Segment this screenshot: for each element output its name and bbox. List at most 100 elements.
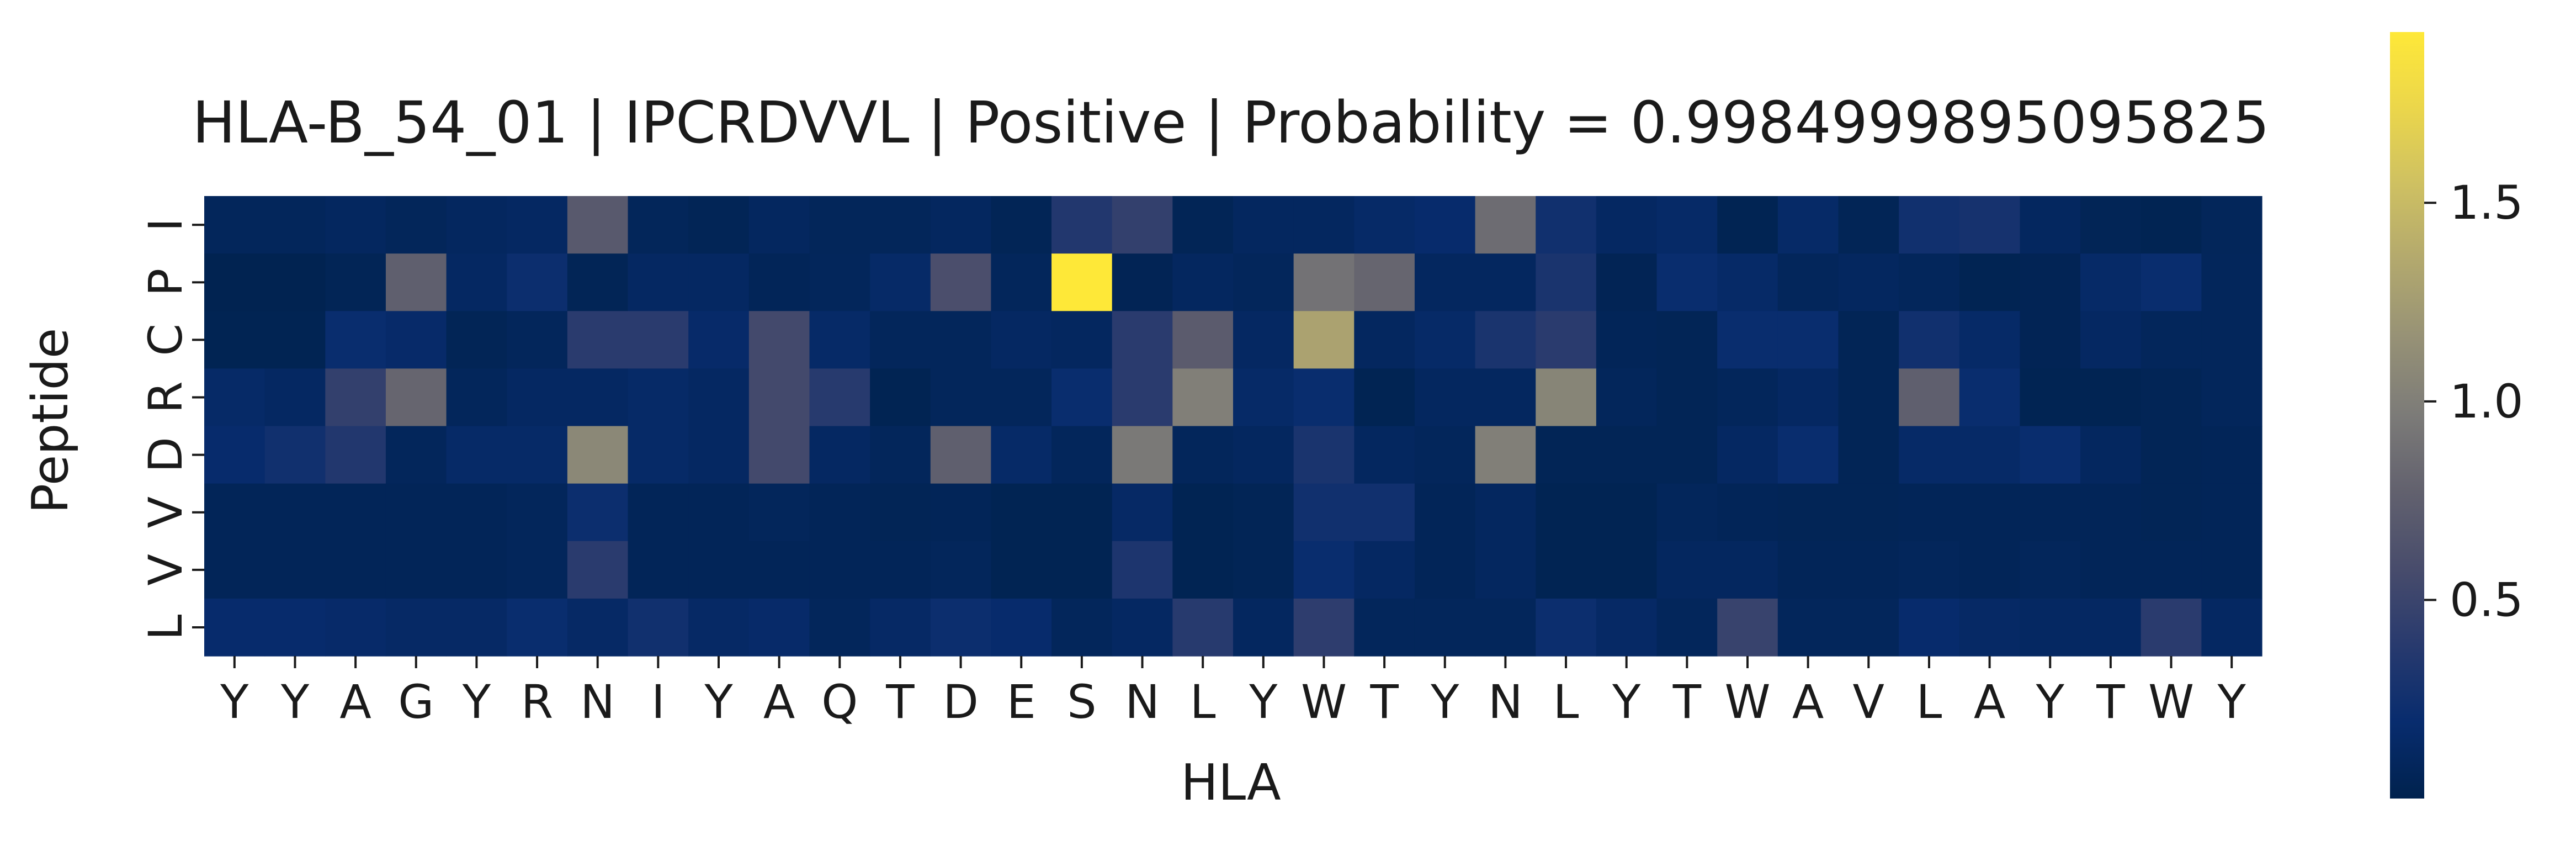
heatmap-cell	[1596, 196, 1658, 254]
heatmap-cell	[930, 598, 992, 657]
x-tick-label: Y	[280, 675, 310, 729]
y-axis-ticks: IPCRDVVL	[139, 218, 204, 640]
heatmap-cell	[991, 598, 1052, 657]
x-tick-label: Q	[821, 675, 858, 729]
heatmap-cell	[1354, 253, 1415, 311]
heatmap-cell	[385, 311, 447, 369]
heatmap-cell	[870, 483, 931, 542]
heatmap-cell	[628, 426, 689, 484]
heatmap-cell	[1233, 598, 1294, 657]
heatmap-cell	[1172, 196, 1234, 254]
heatmap-cell	[1959, 598, 2021, 657]
heatmap-cell	[325, 253, 386, 311]
x-tick-label: W	[2148, 675, 2194, 729]
heatmap-cell	[809, 368, 870, 427]
heatmap-cell	[1475, 368, 1536, 427]
heatmap-cell	[688, 196, 750, 254]
heatmap-cell	[264, 598, 326, 657]
y-tick-label: R	[139, 381, 193, 413]
heatmap-cell	[688, 483, 750, 542]
x-tick-label: Y	[2036, 675, 2065, 729]
heatmap-cell	[1899, 368, 1960, 427]
heatmap-cell	[748, 253, 810, 311]
heatmap-cell	[1536, 311, 1597, 369]
heatmap-cell	[1112, 368, 1173, 427]
heatmap-cell	[446, 253, 507, 311]
heatmap-cell	[1536, 598, 1597, 657]
heatmap-cell	[1838, 483, 1899, 542]
heatmap-cell	[1596, 368, 1658, 427]
heatmap-cell	[1233, 541, 1294, 599]
heatmap-cell	[2141, 368, 2202, 427]
heatmap-cell	[2141, 196, 2202, 254]
heatmap-cell	[1899, 196, 1960, 254]
heatmap-cell	[991, 541, 1052, 599]
heatmap-cell	[870, 598, 931, 657]
heatmap-cell	[1777, 253, 1839, 311]
heatmap-cell	[1838, 541, 1899, 599]
x-tick-label: Y	[1612, 675, 1641, 729]
heatmap-cell	[688, 311, 750, 369]
heatmap-cell	[567, 483, 629, 542]
heatmap-cell	[1536, 368, 1597, 427]
heatmap-cell	[1656, 541, 1718, 599]
heatmap-cell	[1293, 541, 1355, 599]
heatmap-cell	[628, 541, 689, 599]
heatmap-cell	[870, 426, 931, 484]
heatmap-cells	[204, 196, 2262, 657]
heatmap-cell	[809, 541, 870, 599]
heatmap-cell	[1899, 483, 1960, 542]
x-tick-label: T	[885, 675, 915, 729]
x-tick-label: Y	[1249, 675, 1278, 729]
heatmap-cell	[1717, 311, 1778, 369]
heatmap-cell	[628, 311, 689, 369]
heatmap-cell	[870, 253, 931, 311]
heatmap-cell	[1475, 196, 1536, 254]
heatmap-cell	[1777, 426, 1839, 484]
heatmap-cell	[1112, 541, 1173, 599]
x-tick-label: D	[943, 675, 979, 729]
heatmap-cell	[748, 541, 810, 599]
heatmap-cell	[325, 368, 386, 427]
heatmap-cell	[1777, 368, 1839, 427]
heatmap-cell	[1959, 253, 2021, 311]
heatmap-cell	[1536, 541, 1597, 599]
heatmap-cell	[809, 426, 870, 484]
heatmap-cell	[809, 598, 870, 657]
heatmap-cell	[1717, 541, 1778, 599]
heatmap-cell	[204, 598, 265, 657]
heatmap-cell	[204, 541, 265, 599]
heatmap-cell	[1656, 311, 1718, 369]
heatmap-cell	[2080, 426, 2142, 484]
heatmap-cell	[1777, 483, 1839, 542]
heatmap-cell	[930, 426, 992, 484]
heatmap-cell	[1293, 368, 1355, 427]
heatmap-cell	[1233, 196, 1294, 254]
x-tick-label: A	[1792, 675, 1824, 729]
heatmap-cell	[1414, 483, 1476, 542]
x-tick-label: L	[1916, 675, 1942, 729]
heatmap-cell	[1233, 368, 1294, 427]
heatmap-cell	[1414, 368, 1476, 427]
heatmap-cell	[2141, 311, 2202, 369]
heatmap-cell	[1536, 426, 1597, 484]
heatmap-cell	[1172, 368, 1234, 427]
heatmap-cell	[1475, 483, 1536, 542]
heatmap-cell	[809, 483, 870, 542]
heatmap-cell	[2201, 483, 2262, 542]
heatmap-cell	[1899, 311, 1960, 369]
heatmap-cell	[1838, 598, 1899, 657]
heatmap-cell	[1051, 311, 1113, 369]
heatmap-cell	[2080, 368, 2142, 427]
heatmap-cell	[325, 541, 386, 599]
heatmap-cell	[1475, 253, 1536, 311]
heatmap-cell	[991, 253, 1052, 311]
heatmap-cell	[2201, 541, 2262, 599]
heatmap-cell	[748, 483, 810, 542]
heatmap-cell	[1656, 253, 1718, 311]
heatmap-cell	[1899, 253, 1960, 311]
heatmap-cell	[1112, 483, 1173, 542]
heatmap-cell	[1414, 311, 1476, 369]
heatmap-cell	[1354, 196, 1415, 254]
heatmap-cell	[446, 311, 507, 369]
